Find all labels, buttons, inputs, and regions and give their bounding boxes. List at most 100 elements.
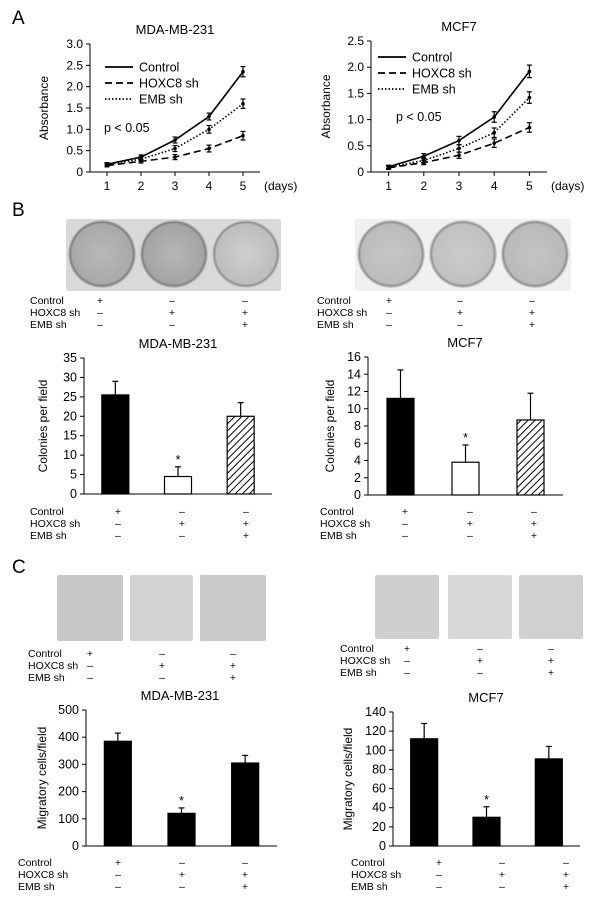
- cond-sign: +: [178, 518, 186, 530]
- cond-sign: +: [385, 295, 393, 307]
- cond-sign: –: [386, 307, 392, 319]
- growth-mcf7-point: [527, 69, 532, 74]
- growth-mcf7-y-tick-label: 0: [357, 165, 364, 179]
- growth-mda-point: [207, 146, 211, 151]
- cond-row-label: Control: [351, 857, 385, 869]
- cond-sign: +: [476, 655, 484, 667]
- cond-sign: –: [477, 643, 483, 655]
- growth-mcf7-point: [386, 165, 391, 170]
- migration-mcf7-y-tick-label: 40: [372, 801, 386, 815]
- colony-mcf7-y-tick-label: 8: [354, 419, 361, 433]
- cond-sign: –: [477, 667, 483, 679]
- growth-mda-y-tick-label: 0.5: [66, 144, 83, 158]
- colony-dish-hoxc8-mda: [140, 220, 208, 288]
- cond-row-label: HOXC8 sh: [320, 518, 371, 530]
- migration-photo-emb-mcf7: [519, 575, 583, 639]
- colony-mda-y-tick-label: 35: [63, 351, 77, 365]
- cond-sign: +: [498, 869, 506, 881]
- growth-mda-x-tick-label: 4: [206, 179, 213, 193]
- migration-mda-y-tick-label: 200: [58, 785, 79, 799]
- cond-sign: –: [115, 518, 121, 530]
- cond-sign: +: [401, 506, 409, 518]
- panel-label-b: B: [12, 200, 25, 221]
- colony-mcf7-bar-1: [451, 461, 480, 496]
- growth-mda-y-tick-label: 2.5: [66, 58, 83, 72]
- growth-mda-x-axis-label: (days): [264, 179, 297, 193]
- colony-photo-strip-mda: [66, 219, 281, 291]
- cond-sign: –: [404, 655, 410, 667]
- cond-sign: –: [457, 295, 463, 307]
- migration-mcf7-y-tick-label: 140: [365, 705, 386, 719]
- colony-mcf7-y-tick-label: 2: [354, 471, 361, 485]
- cond-row-label: EMB sh: [30, 530, 67, 542]
- migration-mcf7-y-tick-label: 100: [365, 743, 386, 757]
- growth-mda-point: [241, 69, 245, 74]
- migration-mda-y-axis-label: Migratory cells/field: [35, 727, 49, 830]
- growth-mcf7-point: [492, 130, 497, 135]
- cond-table-migration-photo-mda: Control + – – HOXC8 sh – + + EMB sh – – +: [28, 648, 245, 686]
- colony-mda-y-tick-label: 0: [70, 487, 77, 501]
- growth-mcf7-title: MCF7: [441, 19, 476, 34]
- cond-sign: –: [179, 881, 185, 893]
- colony-mcf7-y-tick-label: 0: [354, 488, 361, 502]
- growth-mda-title: MDA-MB-231: [136, 22, 215, 37]
- cond-sign: –: [230, 648, 236, 660]
- cond-row-label: EMB sh: [340, 667, 377, 679]
- growth-mcf7-y-tick-label: 1.0: [347, 113, 364, 127]
- colony-mda-bar-0: [101, 394, 130, 495]
- growth-mda-annotation: p < 0.05: [104, 121, 150, 135]
- cond-row-label: Control: [340, 643, 374, 655]
- cond-sign: +: [530, 530, 538, 542]
- cond-sign: –: [457, 319, 463, 331]
- growth-mda-legend-label-0: Control: [139, 61, 179, 75]
- migration-mda-bar-0: [103, 740, 132, 847]
- colony-mcf7-y-tick-label: 6: [354, 436, 361, 450]
- migration-mcf7-significance-mark: *: [484, 792, 489, 807]
- growth-mda-y-tick-label: 1.5: [66, 101, 83, 115]
- colony-mcf7-y-tick-label: 14: [347, 367, 361, 381]
- cond-sign: +: [562, 869, 570, 881]
- cond-table-migration-photo-mcf7: Control + – – HOXC8 sh – + + EMB sh – – +: [340, 643, 563, 681]
- growth-mcf7-y-tick-label: 2.5: [347, 34, 364, 48]
- growth-mcf7-x-tick-label: 2: [420, 179, 427, 193]
- migration-mda-y-tick-label: 300: [58, 757, 79, 771]
- cond-row-label: EMB sh: [320, 530, 357, 542]
- migration-mda-significance-mark: *: [179, 793, 184, 808]
- cond-sign: –: [169, 319, 175, 331]
- migration-mda-y-tick-label: 400: [58, 730, 79, 744]
- cond-sign: –: [159, 648, 165, 660]
- migration-mda-title: MDA-MB-231: [141, 688, 220, 703]
- cond-sign: –: [115, 869, 121, 881]
- cond-sign: –: [386, 319, 392, 331]
- cond-sign: –: [467, 506, 473, 518]
- cond-sign: –: [243, 506, 249, 518]
- growth-mda-point: [241, 101, 245, 106]
- cond-sign: –: [169, 295, 175, 307]
- cond-row-label: HOXC8 sh: [18, 869, 69, 881]
- cond-sign: +: [242, 530, 250, 542]
- cond-row-label: HOXC8 sh: [317, 307, 368, 319]
- colony-mda-y-tick-label: 5: [70, 468, 77, 482]
- colony-mcf7-significance-mark: *: [463, 430, 468, 445]
- growth-mcf7-point: [422, 154, 426, 159]
- cond-row-label: HOXC8 sh: [30, 518, 81, 530]
- cond-sign: –: [97, 307, 103, 319]
- cond-sign: –: [87, 672, 93, 684]
- cond-sign: –: [97, 319, 103, 331]
- cond-sign: +: [456, 307, 464, 319]
- cond-sign: +: [435, 857, 443, 869]
- growth-mcf7-x-tick-label: 3: [456, 179, 463, 193]
- growth-mda-point: [207, 127, 211, 132]
- cond-sign: –: [404, 667, 410, 679]
- colony-dish-emb-mcf7: [501, 220, 569, 288]
- cond-sign: –: [499, 857, 505, 869]
- cond-sign: +: [241, 869, 249, 881]
- cond-table-colony-photo-mcf7: Control + – – HOXC8 sh – + + EMB sh – – +: [317, 295, 544, 333]
- growth-mda-point: [105, 162, 109, 167]
- growth-mda-legend-label-1: HOXC8 sh: [139, 77, 199, 91]
- colony-mcf7-y-tick-label: 12: [347, 385, 361, 399]
- colony-mda-y-tick-label: 30: [63, 370, 77, 384]
- growth-mda-y-tick-label: 2.0: [66, 80, 83, 94]
- colony-mda-y-tick-label: 10: [63, 448, 77, 462]
- cond-row-label: EMB sh: [317, 319, 354, 331]
